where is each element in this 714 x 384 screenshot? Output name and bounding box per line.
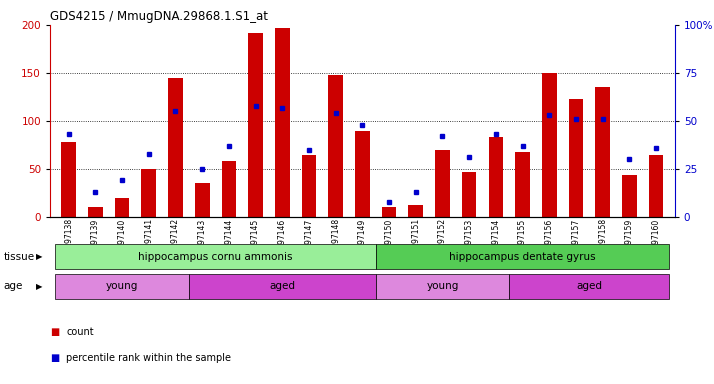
Bar xyxy=(509,274,670,299)
Text: ▶: ▶ xyxy=(36,282,43,291)
Bar xyxy=(382,207,396,217)
Bar xyxy=(376,245,670,269)
Text: ▶: ▶ xyxy=(36,252,43,262)
Bar xyxy=(462,172,476,217)
Bar xyxy=(376,274,509,299)
Text: aged: aged xyxy=(576,281,603,291)
Bar xyxy=(301,155,316,217)
Bar xyxy=(55,245,376,269)
Bar xyxy=(542,73,557,217)
Bar xyxy=(435,150,450,217)
Bar xyxy=(568,99,583,217)
Bar xyxy=(188,274,376,299)
Text: young: young xyxy=(426,281,458,291)
Text: young: young xyxy=(106,281,139,291)
Text: count: count xyxy=(66,327,94,337)
Text: ■: ■ xyxy=(50,353,59,363)
Bar xyxy=(221,161,236,217)
Text: age: age xyxy=(4,281,23,291)
Bar xyxy=(516,152,530,217)
Bar xyxy=(488,137,503,217)
Bar xyxy=(88,207,103,217)
Bar xyxy=(115,198,129,217)
Text: aged: aged xyxy=(269,281,296,291)
Text: hippocampus dentate gyrus: hippocampus dentate gyrus xyxy=(449,252,596,262)
Text: GDS4215 / MmugDNA.29868.1.S1_at: GDS4215 / MmugDNA.29868.1.S1_at xyxy=(50,10,268,23)
Text: ■: ■ xyxy=(50,327,59,337)
Bar xyxy=(275,28,290,217)
Text: tissue: tissue xyxy=(4,252,35,262)
Bar xyxy=(168,78,183,217)
Bar xyxy=(141,169,156,217)
Bar xyxy=(408,205,423,217)
Bar xyxy=(595,88,610,217)
Text: hippocampus cornu ammonis: hippocampus cornu ammonis xyxy=(139,252,293,262)
Bar xyxy=(328,75,343,217)
Bar xyxy=(195,184,209,217)
Bar xyxy=(355,131,370,217)
Bar xyxy=(248,33,263,217)
Bar xyxy=(55,274,188,299)
Bar xyxy=(649,155,663,217)
Bar xyxy=(61,142,76,217)
Bar xyxy=(622,175,637,217)
Text: percentile rank within the sample: percentile rank within the sample xyxy=(66,353,231,363)
